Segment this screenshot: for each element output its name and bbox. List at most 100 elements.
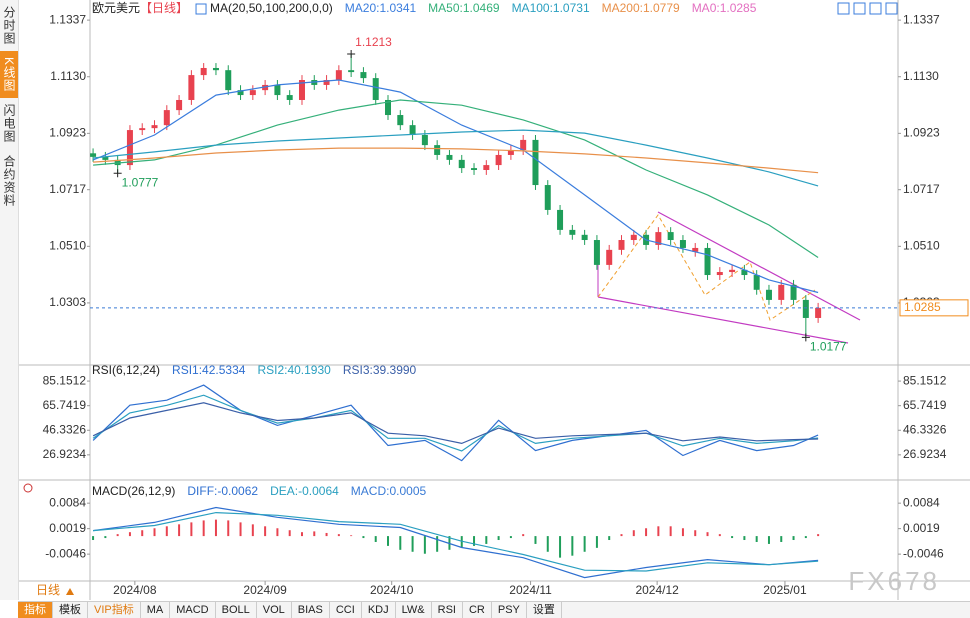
candle-body [802,299,809,318]
legend-entry: MA20:1.0341 [345,1,417,15]
y-tick-label: 1.0303 [49,295,86,309]
candle-body [274,84,281,96]
toolbar-item[interactable]: LW& [396,602,432,618]
icon[interactable] [869,2,882,15]
sidebar-tab[interactable]: 闪电图 [2,104,16,144]
legend-icon [195,3,207,15]
toolbar-item[interactable]: MACD [170,602,216,618]
x-tick-label: 2024/11 [509,583,552,597]
x-tick-label: 2024/12 [635,583,679,597]
candle-body [765,289,772,300]
candle-body [139,128,146,131]
last-price-label: 1.0285 [904,300,941,314]
candle-body [495,154,502,166]
candle-body [679,240,686,248]
toolbar-item[interactable]: CR [463,602,492,618]
icon[interactable] [853,2,866,15]
toolbar-item[interactable]: BIAS [292,602,330,618]
series-line [93,511,819,572]
toolbar-item[interactable]: 设置 [527,602,562,618]
candle-body [741,269,748,276]
last-price-box [899,299,969,317]
candle-body [483,165,490,170]
candle-body [237,90,244,96]
y-tick-label: 65.7419 [43,398,87,412]
sidebar-tab[interactable]: K线图 [0,51,18,99]
candle-body [520,139,527,151]
toolbar-item[interactable]: 指标 [18,602,53,618]
toolbar-item[interactable]: VOL [257,602,292,618]
candle-body [557,209,564,230]
candle-body [716,272,723,276]
toolbar-item[interactable]: VIP指标 [88,602,141,618]
candle-body [606,249,613,265]
legend-entry: MACD:0.0005 [351,484,427,498]
panel-title: RSI(6,12,24) [92,363,160,377]
y-tick-label: 85.1512 [43,373,87,387]
y-tick-label: -0.0046 [45,546,86,560]
candle-body [163,110,170,126]
annotation-label: 1.0177 [810,340,847,354]
candle-body [225,70,232,91]
toolbar-item[interactable]: BOLL [216,602,257,618]
candle-body [212,67,219,71]
candle-body [286,95,293,100]
y-tick-label: 0.0084 [49,495,86,509]
legend-entry: MA200:1.0779 [602,1,680,15]
candle-body [446,154,453,160]
toolbar-icons [837,2,898,15]
y-tick-label-right: -0.0046 [903,546,944,560]
series-line [92,384,819,462]
toolbar-item[interactable]: MA [141,602,171,618]
y-tick-label: 1.0923 [49,126,86,140]
toolbar-item[interactable]: RSI [432,602,463,618]
pattern-line [597,214,816,321]
candle-body [372,78,379,100]
y-tick-label: 1.0510 [49,238,86,252]
candle-body [335,70,342,81]
legend-entry: RSI1:42.5334 [172,363,246,377]
indicator-label: MA(20,50,100,200,0,0) [210,1,333,15]
candle-body [655,232,662,245]
toolbar-item[interactable]: CCI [330,602,362,618]
settings-icon[interactable] [23,483,33,493]
candle-body [507,150,514,155]
candle-body [360,72,367,79]
indicator-toolbar: 指标 模板 VIP指标 MA MACD BOLL VOL BIAS CCI KDJ LW& RSI CR… [18,601,970,618]
icon[interactable] [885,2,898,15]
series-line [92,79,819,294]
y-tick-label: 1.0717 [49,182,86,196]
trend-line [597,296,849,344]
y-tick-label-right: 0.0019 [903,521,940,535]
annotation-label: 1.1213 [355,35,392,49]
candle-body [188,75,195,100]
legend-entry: MA100:1.0731 [512,1,590,15]
toolbar-item[interactable]: KDJ [362,602,396,618]
candle-body [544,185,551,210]
candle-body [298,80,305,100]
icon[interactable] [837,2,850,15]
watermark: FX678 [848,566,940,596]
candle-body [729,269,736,273]
x-tick-label: 2024/08 [113,583,157,597]
series-line [92,394,819,452]
y-tick-label: 1.1337 [49,12,86,26]
chart-title: 欧元美元 [92,1,140,15]
y-tick-label-right: 1.0717 [903,182,940,196]
sidebar-tab[interactable]: 分时图 [2,6,16,45]
y-tick-label: 0.0019 [49,521,86,535]
y-tick-label: 1.1130 [50,69,86,83]
candle-body [471,168,478,170]
dropdown-arrow[interactable] [66,588,74,595]
sidebar-tab[interactable]: 合约资料 [2,155,16,208]
legend-entry: MA0:1.0285 [692,1,757,15]
toolbar-item[interactable]: 模板 [53,602,88,618]
candle-body [397,115,404,126]
x-tick-label: 2024/10 [370,583,414,597]
period-selector[interactable]: 日线 [36,583,60,597]
toolbar-item[interactable]: PSY [492,602,527,618]
candle-body [704,247,711,276]
x-tick-label: 2024/09 [243,583,287,597]
candle-body [790,284,797,300]
